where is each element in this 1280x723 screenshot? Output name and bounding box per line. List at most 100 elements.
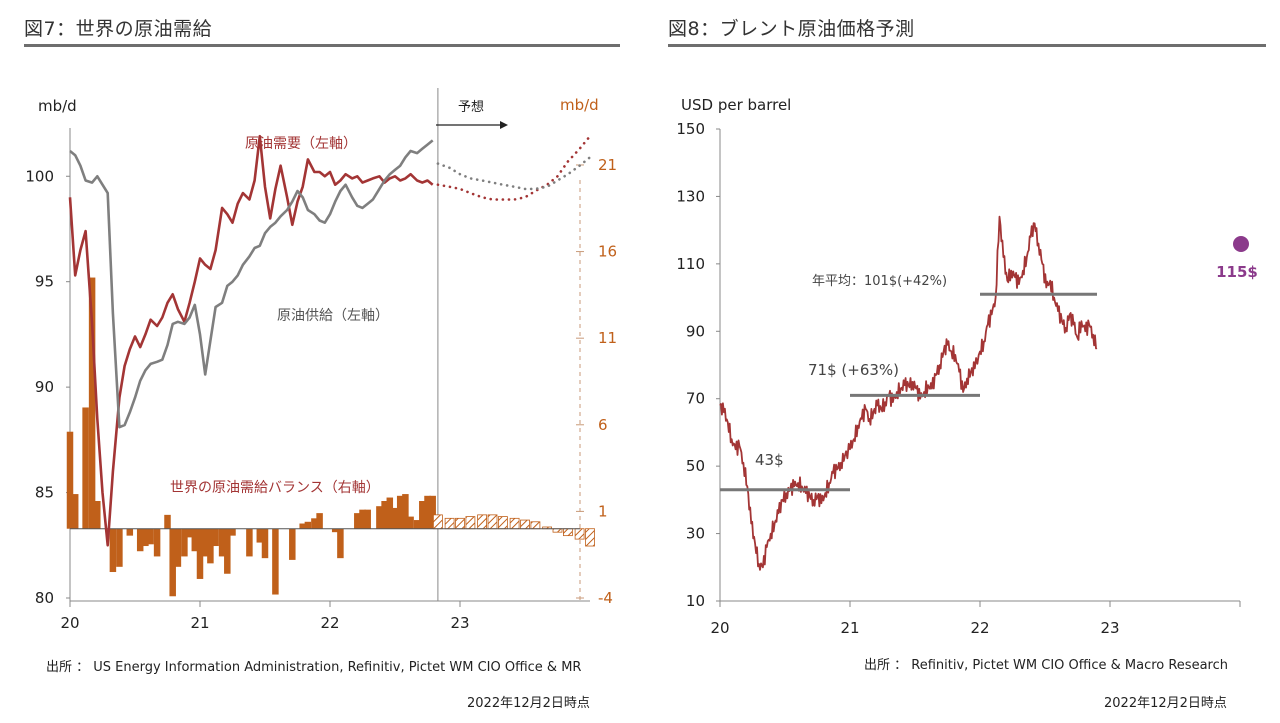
balance-bar	[136, 528, 144, 552]
left-y-tick-label: 95	[35, 273, 54, 291]
balance-bar	[396, 495, 404, 529]
right-chart: USD per barrel 10 30 50 70 90 110 130 150 20 21 22 2…	[676, 96, 1258, 637]
demand-line	[68, 134, 434, 547]
balance-bars	[66, 277, 436, 597]
balance-bar	[201, 528, 209, 557]
balance-bar	[413, 520, 421, 529]
demand-annotation: 原油需要（左軸）	[245, 136, 357, 152]
balance-forecast-bar	[563, 528, 573, 537]
balance-bar	[272, 528, 279, 595]
left-y-tick-label: 80	[35, 589, 54, 607]
forecast-label: 予想	[458, 99, 484, 115]
left-y-tick-label: 100	[25, 167, 54, 185]
right-source: 出所 ： Refinitiv, Pictet WM CIO Office & M…	[864, 658, 1228, 673]
balance-bar	[116, 528, 123, 567]
balance-bar	[337, 528, 344, 559]
balance-bar	[304, 521, 312, 529]
demand-forecast-line	[436, 134, 592, 201]
balance-bar	[246, 528, 253, 557]
supply-forecast-line	[436, 156, 592, 191]
right-y-tick-label: 11	[598, 329, 617, 347]
right-y-tick-label: 1	[598, 502, 608, 520]
right-y-tick-label: 6	[598, 416, 608, 434]
left-panel-title: 図7：世界の原油需給	[24, 18, 213, 40]
balance-bar	[381, 501, 388, 529]
supply-annotation: 原油供給（左軸）	[277, 308, 389, 324]
price-y-tick-label: 150	[676, 120, 705, 138]
balance-bar	[164, 514, 171, 529]
price-axis-label: USD per barrel	[681, 96, 791, 114]
average-label-2021: 71$ (+63%)	[808, 361, 899, 379]
balance-bar	[407, 516, 414, 529]
price-y-tick-label: 110	[676, 255, 705, 273]
forecast-value-label: 115$	[1216, 263, 1258, 281]
right-asof: 2022年12月2日時点	[1104, 696, 1227, 711]
left-source: 出所 ： US Energy Information Administratio…	[46, 660, 582, 675]
balance-bar	[169, 528, 176, 597]
forecast-dot	[1233, 236, 1249, 252]
balance-bar	[94, 501, 101, 529]
balance-bar	[153, 528, 161, 557]
average-label-2020: 43$	[755, 451, 784, 469]
price-x-tick-label: 21	[840, 619, 859, 637]
balance-bar	[429, 495, 436, 529]
left-asof: 2022年12月2日時点	[467, 696, 590, 711]
right-y-tick-label: 16	[598, 243, 617, 261]
balance-bar	[424, 495, 431, 529]
balance-bar	[82, 407, 89, 529]
price-y-tick-label: 30	[686, 525, 705, 543]
balance-bar	[391, 507, 399, 529]
balance-bar	[196, 528, 204, 579]
right-y-tick-label: 21	[598, 156, 617, 174]
balance-forecast-bar	[497, 516, 508, 530]
balance-annotation: 世界の原油需給バランス（右軸）	[170, 480, 380, 496]
price-y-tick-label: 50	[686, 457, 705, 475]
price-y-tick-label: 10	[686, 592, 705, 610]
left-y-tick-label: 90	[35, 378, 54, 396]
balance-bar	[229, 528, 236, 536]
balance-bar	[174, 528, 182, 567]
balance-bar	[88, 277, 96, 529]
price-x-tick-label: 22	[970, 619, 989, 637]
left-x-tick-label: 20	[60, 614, 79, 632]
forecast-arrow-head	[500, 121, 508, 129]
balance-forecast-bar	[530, 521, 541, 530]
balance-bar	[359, 509, 366, 529]
left-axis-unit: mb/d	[38, 97, 77, 115]
balance-forecast-bar	[432, 514, 443, 530]
balance-bar	[186, 528, 193, 538]
left-title-rule	[24, 44, 620, 47]
balance-forecast-bar	[455, 517, 465, 530]
price-x-tick-label: 20	[710, 619, 729, 637]
right-panel-title: 図8：ブレント原油価格予測	[668, 18, 915, 40]
balance-bar	[207, 528, 214, 564]
balance-bar	[299, 523, 306, 529]
balance-forecast-bar	[487, 514, 498, 530]
balance-bar	[386, 497, 394, 529]
balance-forecast-bar	[444, 517, 455, 530]
balance-bar	[142, 528, 149, 547]
balance-forecast-bar	[585, 528, 595, 547]
right-title-rule	[668, 44, 1266, 47]
balance-bar	[147, 528, 154, 545]
balance-forecast-bars	[432, 514, 595, 547]
right-y-tick-label: -4	[598, 589, 613, 607]
average-label-2022: 年平均：101$(+42%)	[812, 274, 947, 289]
balance-forecast-bar	[477, 514, 488, 530]
balance-bar	[212, 528, 219, 547]
balance-bar	[71, 494, 79, 529]
left-x-tick-label: 23	[450, 614, 469, 632]
balance-bar	[224, 528, 231, 574]
balance-bar	[402, 494, 409, 529]
balance-bar	[331, 528, 339, 533]
brent-price-line	[719, 215, 1098, 571]
balance-bar	[126, 528, 134, 536]
price-y-tick-label: 130	[676, 187, 705, 205]
balance-bar	[364, 509, 371, 529]
balance-bar	[419, 501, 426, 529]
price-x-tick-label: 23	[1100, 619, 1119, 637]
balance-bar	[66, 431, 74, 529]
balance-forecast-bar	[465, 516, 476, 530]
right-axis-unit: mb/d	[560, 96, 599, 114]
